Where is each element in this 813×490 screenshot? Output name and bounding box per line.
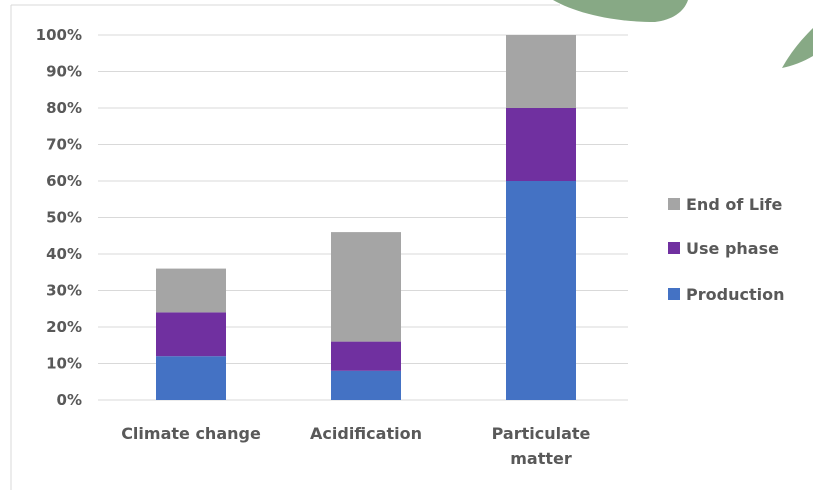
y-tick-label: 60%	[46, 172, 82, 190]
legend-label: End of Life	[686, 195, 783, 214]
y-tick-label: 70%	[46, 136, 82, 154]
decorative-leaf-top	[553, 0, 688, 22]
y-tick-label: 20%	[46, 318, 82, 336]
bars	[156, 35, 576, 400]
legend-swatch	[668, 288, 680, 300]
legend-label: Use phase	[686, 239, 779, 258]
legend-label: Production	[686, 285, 784, 304]
x-axis-categories: Climate change Acidification Particulate ma…	[121, 424, 590, 468]
bar-segment	[156, 268, 226, 313]
y-tick-label: 90%	[46, 63, 82, 81]
bar-segment	[331, 370, 401, 400]
bar-segment	[156, 356, 226, 400]
y-tick-label: 0%	[57, 391, 82, 409]
category-label: Acidification	[310, 424, 422, 443]
y-tick-label: 30%	[46, 282, 82, 300]
y-tick-label: 100%	[36, 26, 82, 44]
y-tick-label: 80%	[46, 99, 82, 117]
category-label: Climate change	[121, 424, 261, 443]
legend-swatch	[668, 198, 680, 210]
y-tick-label: 50%	[46, 209, 82, 227]
category-label: Particulate matter	[492, 424, 591, 468]
legend-swatch	[668, 242, 680, 254]
y-tick-label: 10%	[46, 355, 82, 373]
decorative-leaf-right	[782, 28, 813, 68]
bar-segment	[506, 108, 576, 181]
bar-segment	[506, 35, 576, 108]
bar-segment	[331, 341, 401, 371]
bar-segment	[331, 232, 401, 342]
y-axis-ticks: 0% 10% 20% 30% 40% 50% 60% 70% 80% 90% 100%	[36, 26, 82, 409]
y-tick-label: 40%	[46, 245, 82, 263]
bar-segment	[156, 312, 226, 357]
legend: End of Life Use phase Production	[668, 195, 784, 304]
bar-segment	[506, 181, 576, 400]
